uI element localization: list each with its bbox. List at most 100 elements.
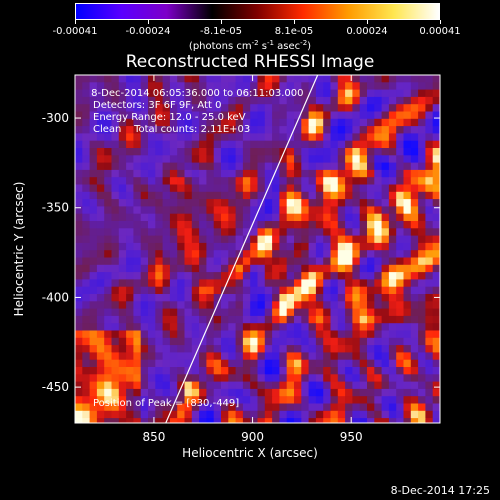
heatmap-cell <box>89 410 98 419</box>
heatmap-cell <box>315 345 324 353</box>
heatmap-cell <box>148 388 156 397</box>
heatmap-cell <box>432 337 440 346</box>
heatmap-cell <box>396 396 404 404</box>
heatmap-cell <box>140 242 149 251</box>
heatmap-cell <box>279 169 288 178</box>
x-axis-label: Heliocentric X (arcsec) <box>182 446 318 460</box>
heatmap-cell <box>133 96 142 105</box>
heatmap-cell <box>286 359 295 368</box>
heatmap-cell <box>162 301 171 309</box>
heatmap-cell <box>388 286 397 295</box>
heatmap-cell <box>272 352 280 361</box>
heatmap-cell <box>367 162 375 171</box>
heatmap-cell <box>140 235 149 244</box>
heatmap-cell <box>279 308 288 317</box>
heatmap-cell <box>367 111 375 120</box>
heatmap-cell <box>89 352 98 361</box>
heatmap-cell <box>206 169 215 178</box>
heatmap-cell <box>294 410 302 419</box>
heatmap-cell <box>381 257 390 266</box>
heatmap-cell <box>213 75 222 83</box>
heatmap-cell <box>367 242 375 251</box>
heatmap-cell <box>89 337 98 346</box>
heatmap-cell <box>242 418 251 423</box>
heatmap-cell <box>199 272 207 280</box>
heatmap-cell <box>75 235 83 244</box>
heatmap-cell <box>315 367 324 375</box>
heatmap-cell <box>264 359 273 368</box>
heatmap-cell <box>279 155 288 163</box>
heatmap-cell <box>140 206 149 215</box>
heatmap-cell <box>155 381 163 390</box>
heatmap-cell <box>352 126 361 134</box>
heatmap-cell <box>96 345 105 353</box>
heatmap-cell <box>140 257 149 266</box>
heatmap-cell <box>388 89 397 98</box>
heatmap-cell <box>162 367 171 375</box>
heatmap-cell <box>403 367 412 375</box>
heatmap-cell <box>162 381 171 390</box>
heatmap-cell <box>388 381 397 390</box>
heatmap-cell <box>257 104 266 112</box>
heatmap-cell <box>264 308 273 317</box>
heatmap-cell <box>111 301 120 309</box>
heatmap-cell <box>352 133 361 142</box>
heatmap-cell <box>323 272 331 280</box>
heatmap-cell <box>323 242 331 251</box>
heatmap-cell <box>104 118 112 127</box>
heatmap-cell <box>359 279 368 288</box>
heatmap-cell <box>118 418 127 423</box>
heatmap-cell <box>315 286 324 295</box>
heatmap-cell <box>235 308 244 317</box>
heatmap-cell <box>308 140 317 149</box>
heatmap-cell <box>235 264 244 273</box>
heatmap-cell <box>264 104 273 112</box>
heatmap-cell <box>381 221 390 229</box>
heatmap-cell <box>352 169 361 178</box>
heatmap-cell <box>279 184 288 193</box>
heatmap-cell <box>206 374 215 382</box>
heatmap-cell <box>432 374 440 382</box>
colorbar-tick-label: 8.1e-05 <box>274 26 314 37</box>
heatmap-cell <box>330 315 339 324</box>
heatmap-cell <box>235 199 244 207</box>
heatmap-cell <box>104 213 112 222</box>
heatmap-cell <box>75 184 83 193</box>
heatmap-cell <box>418 111 426 120</box>
heatmap-cell <box>330 162 339 171</box>
heatmap-cell <box>374 286 382 295</box>
heatmap-cell <box>410 126 419 134</box>
heatmap-cell <box>301 242 309 251</box>
heatmap-cell <box>388 111 397 120</box>
heatmap-cell <box>82 89 90 98</box>
heatmap-cell <box>82 352 90 361</box>
heatmap-cell <box>96 330 105 339</box>
heatmap-cell <box>330 155 339 163</box>
heatmap-cell <box>155 388 163 397</box>
heatmap-cell <box>367 359 375 368</box>
heatmap-cell <box>279 118 288 127</box>
heatmap-cell <box>359 184 368 193</box>
heatmap-cell <box>410 330 419 339</box>
heatmap-cell <box>184 140 193 149</box>
heatmap-cell <box>367 221 375 229</box>
heatmap-cell <box>191 206 200 215</box>
heatmap-cell <box>184 118 193 127</box>
heatmap-cell <box>75 359 83 368</box>
heatmap-cell <box>140 111 149 120</box>
heatmap-cell <box>191 272 200 280</box>
heatmap-cell <box>345 374 353 382</box>
heatmap-cell <box>410 213 419 222</box>
heatmap-cell <box>89 184 98 193</box>
heatmap-cell <box>367 155 375 163</box>
heatmap-cell <box>367 177 375 185</box>
heatmap-cell <box>177 250 185 258</box>
heatmap-cell <box>425 118 434 127</box>
heatmap-cell <box>381 308 390 317</box>
heatmap-cell <box>111 177 120 185</box>
heatmap-cell <box>418 301 426 309</box>
heatmap-cell <box>315 199 324 207</box>
heatmap-cell <box>272 323 280 331</box>
heatmap-cell <box>396 301 404 309</box>
heatmap-cell <box>155 272 163 280</box>
